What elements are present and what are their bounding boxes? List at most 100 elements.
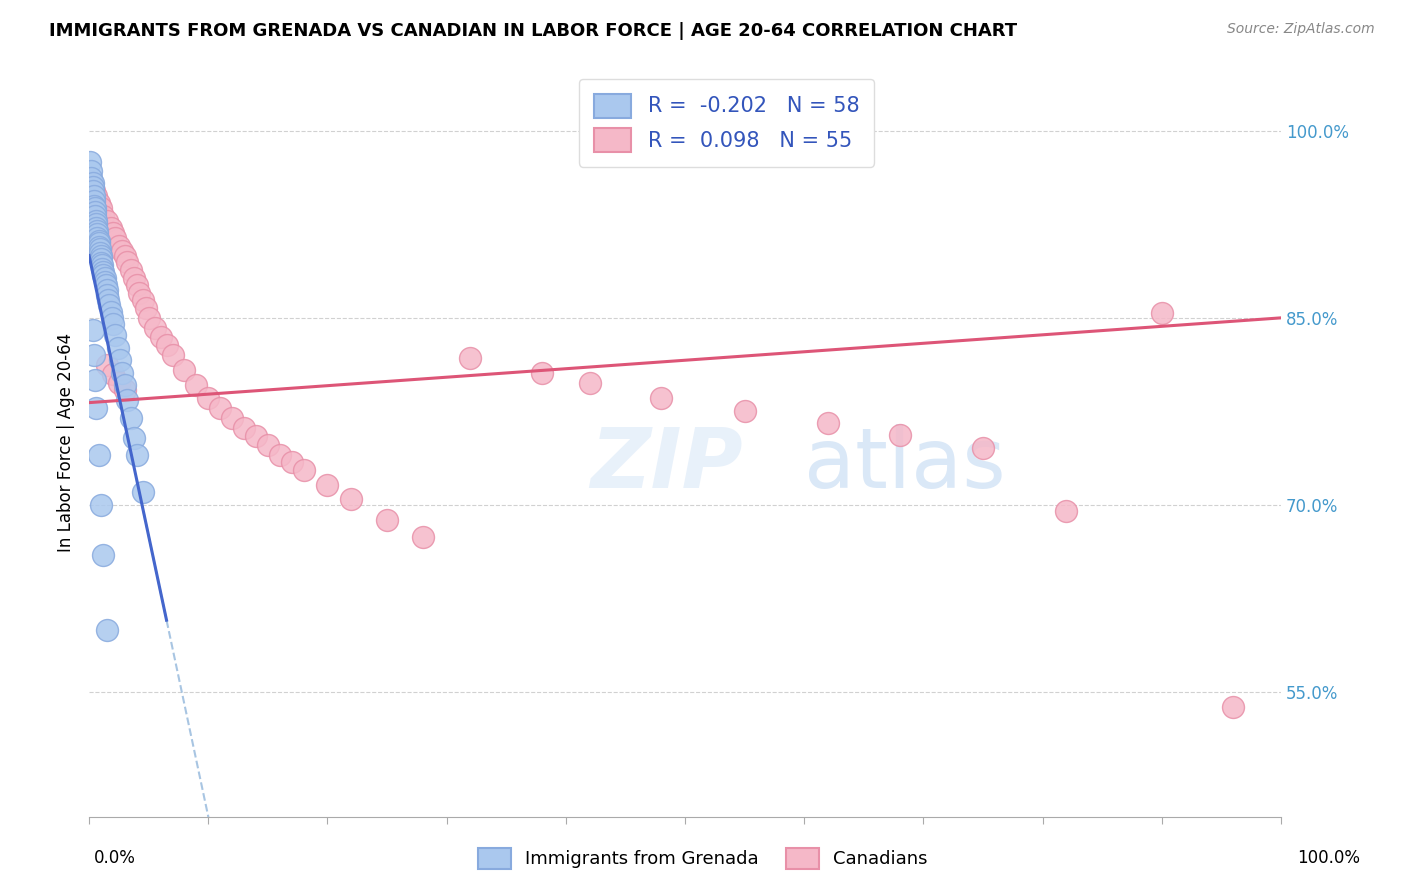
Point <box>82 323 104 337</box>
Point <box>143 321 166 335</box>
Point <box>89 246 111 260</box>
Point <box>100 221 122 235</box>
Point <box>84 188 107 202</box>
Point <box>93 268 115 283</box>
Point <box>83 184 105 198</box>
Point <box>101 367 124 381</box>
Point <box>94 278 117 293</box>
Point <box>93 275 115 289</box>
Point <box>104 231 127 245</box>
Point <box>83 348 105 362</box>
Point <box>84 218 107 232</box>
Point <box>412 530 434 544</box>
Point <box>87 234 110 248</box>
Point <box>90 498 112 512</box>
Point <box>96 358 118 372</box>
Point <box>149 329 172 343</box>
Point <box>460 351 482 365</box>
Point <box>82 180 104 194</box>
Point <box>115 254 138 268</box>
Text: 0.0%: 0.0% <box>94 849 136 867</box>
Point <box>87 240 110 254</box>
Point <box>650 391 672 405</box>
Point <box>84 213 107 227</box>
Point <box>578 376 600 390</box>
Legend: Immigrants from Grenada, Canadians: Immigrants from Grenada, Canadians <box>471 840 935 876</box>
Point <box>257 438 280 452</box>
Point <box>111 366 134 380</box>
Point <box>221 410 243 425</box>
Point <box>1150 306 1173 320</box>
Point <box>375 513 398 527</box>
Point <box>114 383 136 397</box>
Point <box>87 448 110 462</box>
Text: IMMIGRANTS FROM GRENADA VS CANADIAN IN LABOR FORCE | AGE 20-64 CORRELATION CHART: IMMIGRANTS FROM GRENADA VS CANADIAN IN L… <box>49 22 1018 40</box>
Point <box>128 285 150 300</box>
Point <box>100 304 122 318</box>
Point <box>125 278 148 293</box>
Legend: R =  -0.202   N = 58, R =  0.098   N = 55: R = -0.202 N = 58, R = 0.098 N = 55 <box>579 78 875 167</box>
Point <box>125 448 148 462</box>
Point <box>107 341 129 355</box>
Point <box>83 199 105 213</box>
Point <box>90 252 112 267</box>
Point <box>84 201 107 215</box>
Point <box>86 224 108 238</box>
Point <box>104 328 127 343</box>
Point <box>96 213 118 227</box>
Point <box>186 378 208 392</box>
Point <box>98 298 121 312</box>
Text: 100.0%: 100.0% <box>1298 849 1360 867</box>
Point <box>91 262 114 277</box>
Point <box>93 271 115 285</box>
Text: atlas: atlas <box>804 425 1005 506</box>
Point <box>197 391 219 405</box>
Point <box>89 242 111 256</box>
Point <box>84 209 107 223</box>
Point <box>86 231 108 245</box>
Point <box>530 366 553 380</box>
Point <box>97 293 120 308</box>
Point <box>79 155 101 169</box>
Point <box>82 184 104 198</box>
Point <box>87 235 110 250</box>
Point <box>80 163 103 178</box>
Point <box>209 401 232 415</box>
Point <box>100 310 122 325</box>
Point <box>316 478 339 492</box>
Point <box>817 416 839 430</box>
Point <box>84 401 107 415</box>
Point <box>90 201 112 215</box>
Point <box>135 301 157 315</box>
Point <box>84 221 107 235</box>
Point <box>162 348 184 362</box>
Point <box>84 205 107 219</box>
Point <box>734 404 756 418</box>
Text: ZIP: ZIP <box>589 425 742 506</box>
Point <box>80 174 103 188</box>
Point <box>120 410 142 425</box>
Point <box>155 338 177 352</box>
Point <box>84 373 107 387</box>
Point <box>108 376 131 390</box>
Y-axis label: In Labor Force | Age 20-64: In Labor Force | Age 20-64 <box>58 333 75 552</box>
Point <box>87 196 110 211</box>
Point <box>96 288 118 302</box>
Point <box>115 393 138 408</box>
Point <box>96 284 118 298</box>
Point <box>83 194 105 208</box>
Point <box>101 317 124 331</box>
Point <box>91 259 114 273</box>
Point <box>972 441 994 455</box>
Point <box>96 623 118 637</box>
Point <box>233 420 256 434</box>
Point <box>1054 504 1077 518</box>
Point <box>108 353 131 368</box>
Point <box>114 378 136 392</box>
Text: Source: ZipAtlas.com: Source: ZipAtlas.com <box>1227 22 1375 37</box>
Point <box>340 491 363 506</box>
Point <box>1222 699 1244 714</box>
Point <box>80 171 103 186</box>
Point <box>86 227 108 242</box>
Point <box>93 548 115 562</box>
